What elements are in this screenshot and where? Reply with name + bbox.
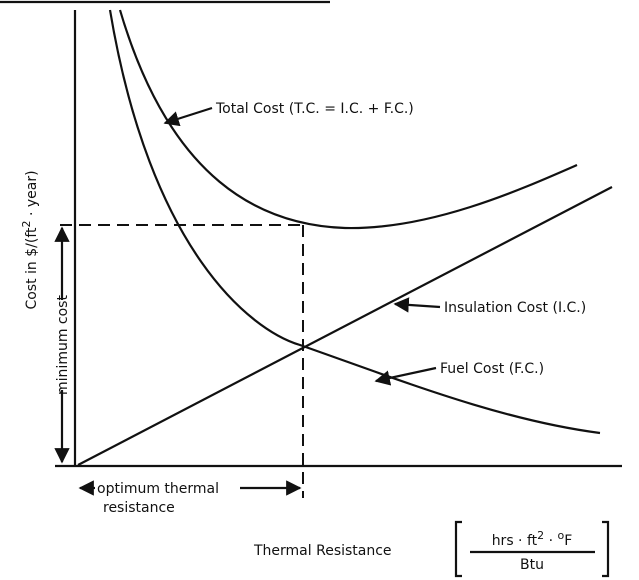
text: · year) <box>24 170 40 220</box>
text: F <box>564 533 572 549</box>
text: o <box>558 529 565 542</box>
fuel-cost-curve <box>108 9 601 435</box>
fuel-cost-label: Fuel Cost (F.C.) <box>440 361 544 377</box>
text: hrs · ft <box>492 533 538 549</box>
total-cost-label: Total Cost (T.C. = I.C. + F.C.) <box>215 101 414 117</box>
pointer <box>393 297 441 313</box>
text: · <box>544 533 557 549</box>
bracket <box>454 520 610 578</box>
min-cost-label: minimum cost <box>55 295 71 395</box>
units-denominator: Btu <box>520 557 544 573</box>
optimum-label: optimum thermal <box>97 481 219 497</box>
text: 2 <box>537 529 544 542</box>
insulation-cost-line <box>77 186 613 466</box>
x-axis-label: Thermal Resistance <box>253 543 392 559</box>
total-cost-curve <box>118 9 578 230</box>
pointer <box>163 106 213 127</box>
text: Cost in $/(ft <box>24 227 40 310</box>
units-numerator: hrs · ft2 · oF <box>492 529 573 549</box>
insulation-cost-label: Insulation Cost (I.C.) <box>444 300 586 316</box>
optimum-label: resistance <box>103 500 175 516</box>
pointer <box>374 366 437 386</box>
text: 2 <box>20 221 33 228</box>
y-axis-label: Cost in $/(ft2 · year) <box>20 170 40 309</box>
